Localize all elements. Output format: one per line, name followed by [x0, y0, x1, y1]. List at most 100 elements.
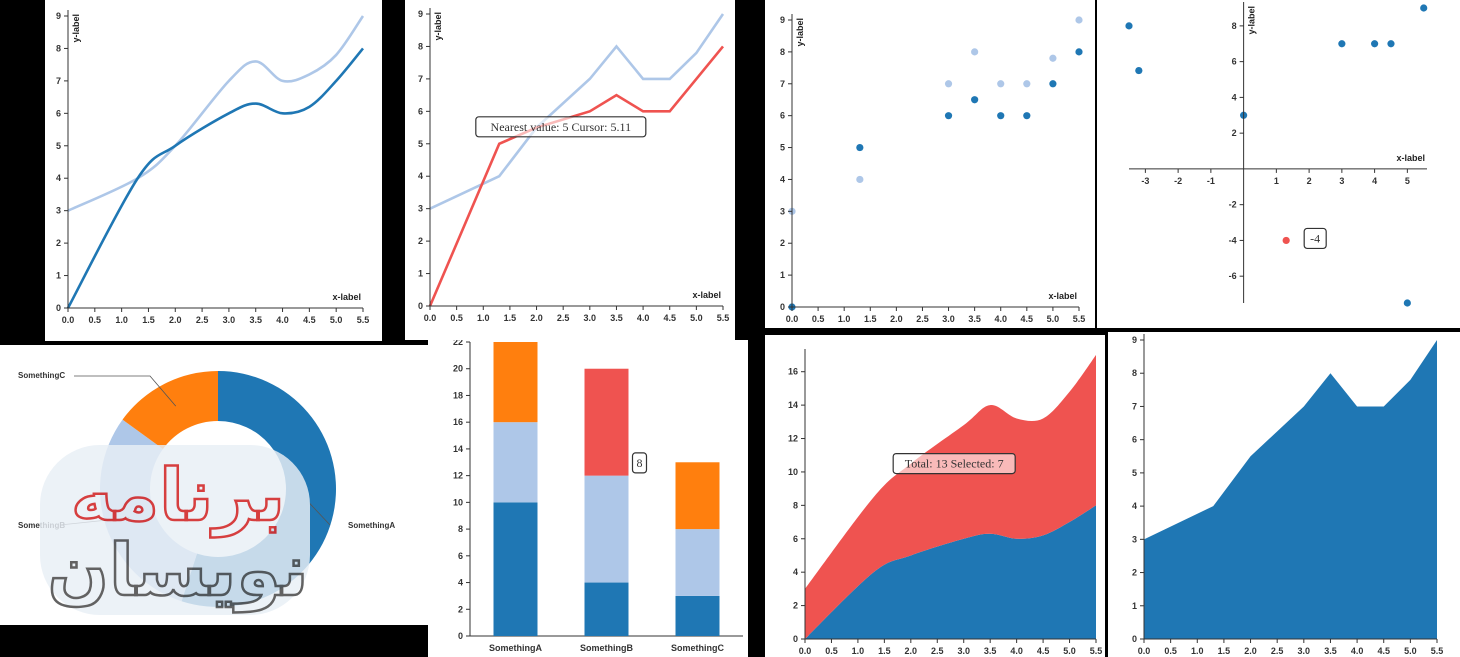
tooltip: Nearest value: 5 Cursor: 5.11 — [475, 116, 647, 138]
y-tick-label: 5 — [780, 143, 785, 153]
chart-scatter-negative: -3 -2 -1 1 2 3 4 5 -6 -4 -2 2 4 6 8 x-label y-label -4 — [1125, 2, 1428, 307]
x-tick-label: 3.5 — [968, 314, 981, 324]
y-tick-label: 1 — [418, 269, 423, 279]
watermark-backdrop — [40, 445, 310, 615]
x-tick-label: 0.5 — [450, 313, 463, 323]
x-tick-label: 5.5 — [1090, 646, 1103, 656]
x-tick-label: 1.5 — [864, 314, 877, 324]
x-tick-label: 5.0 — [1404, 646, 1417, 656]
line-series-dark — [66, 47, 365, 309]
x-tick-label: 0.0 — [786, 314, 799, 324]
y-tick-label: 8 — [458, 524, 463, 534]
x-tick-label: 2.5 — [557, 313, 570, 323]
y-tick-label: 2 — [1132, 568, 1137, 578]
panel-line-smooth: 0.0 0.5 1.0 1.5 2.0 2.5 3.0 3.5 4.0 4.5 5.0 5.5 0 1 2 3… — [45, 0, 382, 341]
panel-area: 0.0 0.5 1.0 1.5 2.0 2.5 3.0 3.5 4.0 4.5 5.0 5.5 0 1 2 3… — [1108, 332, 1460, 657]
x-tick-label: 3.5 — [249, 315, 262, 325]
x-axis-label: x-label — [1396, 153, 1425, 163]
y-tick-label: 7 — [418, 74, 423, 84]
x-tick-label: 0.0 — [424, 313, 437, 323]
y-tick-label: 0 — [56, 303, 61, 313]
y-tick-label: 3 — [56, 206, 61, 216]
x-tick-label: 4.5 — [1021, 314, 1034, 324]
y-tick-label: -2 — [1229, 200, 1237, 210]
x-tick-label: 3.0 — [942, 314, 955, 324]
bar-middle — [675, 529, 720, 596]
chart-stacked-bar: 0 2 4 6 8 10 12 14 16 18 20 22 SomethingA SomethingB S… — [453, 340, 743, 653]
leader-line — [74, 375, 177, 407]
x-tick-label: 3.5 — [610, 313, 623, 323]
y-tick-label: 0 — [458, 631, 463, 641]
point-series-dark — [1338, 40, 1346, 48]
tooltip: -4 — [1303, 227, 1327, 250]
y-tick-label: 2 — [780, 238, 785, 248]
y-tick-label: 10 — [453, 497, 463, 507]
x-tick-label: 3.5 — [984, 646, 997, 656]
bar-base — [584, 582, 629, 636]
y-tick-label: 4 — [1232, 92, 1237, 102]
watermark-text-bottom: نویسان — [48, 528, 309, 613]
line-series-red — [428, 45, 725, 307]
line-series-light — [67, 15, 365, 212]
y-tick-label: 12 — [788, 434, 798, 444]
chart-area: 0.0 0.5 1.0 1.5 2.0 2.5 3.0 3.5 4.0 4.5 5.0 5.5 0 1 2 3… — [1132, 334, 1443, 656]
y-tick-label: 1 — [56, 271, 61, 281]
x-tick-label: 5.5 — [357, 315, 370, 325]
point-series-dark — [856, 143, 864, 152]
y-tick-label: 6 — [458, 551, 463, 561]
x-tick-label: 1.0 — [1191, 646, 1204, 656]
x-tick-label: 2.5 — [931, 646, 944, 656]
x-tick-label: 1.5 — [504, 313, 517, 323]
x-tick-label: 3.0 — [223, 315, 236, 325]
point-series-dark — [1125, 22, 1133, 30]
tooltip-text: Total: 13 Selected: 7 — [905, 457, 1004, 471]
bar-top — [675, 462, 720, 530]
panel-scatter-negative: -3 -2 -1 1 2 3 4 5 -6 -4 -2 2 4 6 8 x-label y-label -4 — [1097, 0, 1460, 328]
y-tick-label: 4 — [458, 578, 463, 588]
x-tick-label: 1 — [1274, 176, 1279, 186]
y-tick-label: 2 — [1232, 128, 1237, 138]
point-series-dark — [944, 112, 953, 120]
y-tick-label: 1 — [1132, 601, 1137, 611]
y-tick-label: 9 — [56, 11, 61, 21]
y-tick-label: 4 — [780, 174, 785, 184]
point-series-dark — [1387, 40, 1395, 48]
y-tick-label: 8 — [793, 500, 798, 510]
slice-SomethingC — [122, 371, 218, 450]
tooltip-box — [475, 116, 647, 138]
point-series-light — [1023, 80, 1031, 88]
tooltip: Total: 13 Selected: 7 — [892, 452, 1016, 475]
x-tick-label: 4.5 — [663, 313, 676, 323]
y-tick-label: -6 — [1229, 271, 1237, 281]
x-tick-label: 3.5 — [1324, 646, 1337, 656]
panel-stacked-area: 0.0 0.5 1.0 1.5 2.0 2.5 3.0 3.5 4.0 4.5 5.0 5.5 0 2 4 6… — [765, 335, 1105, 657]
y-tick-label: 0 — [780, 302, 785, 312]
line-series-light — [429, 13, 725, 210]
y-tick-label: 9 — [780, 15, 785, 25]
x-tick-label: 0.5 — [89, 315, 102, 325]
y-tick-label: 7 — [780, 79, 785, 89]
x-tick-label: 2 — [1307, 176, 1312, 186]
y-tick-label: 18 — [453, 390, 463, 400]
x-tick-label: 5.5 — [1073, 314, 1086, 324]
point-series-light — [1075, 16, 1083, 24]
x-tick-label: -2 — [1174, 176, 1182, 186]
x-tick-label: 2.5 — [196, 315, 209, 325]
x-tick-label: 3.0 — [1298, 646, 1311, 656]
y-tick-label: 4 — [1132, 501, 1137, 511]
panel-donut: SomethingASomethingBSomethingCبرنامهنویس… — [0, 345, 428, 625]
area-series-dark — [805, 505, 1096, 639]
y-tick-label: 0 — [793, 634, 798, 644]
chart-donut: SomethingASomethingBSomethingCبرنامهنویس… — [18, 371, 395, 615]
x-axis-label: x-label — [1048, 291, 1077, 301]
point-series-dark — [1420, 4, 1428, 12]
x-tick-label: 2.0 — [169, 315, 182, 325]
point-series-dark — [1403, 299, 1411, 307]
x-tick-label: 1.0 — [838, 314, 851, 324]
point-series-dark — [1135, 66, 1143, 75]
y-tick-label: 22 — [453, 340, 463, 347]
y-tick-label: 14 — [788, 400, 798, 410]
x-tick-label: SomethingB — [580, 643, 633, 653]
x-tick-label: 1.5 — [142, 315, 155, 325]
